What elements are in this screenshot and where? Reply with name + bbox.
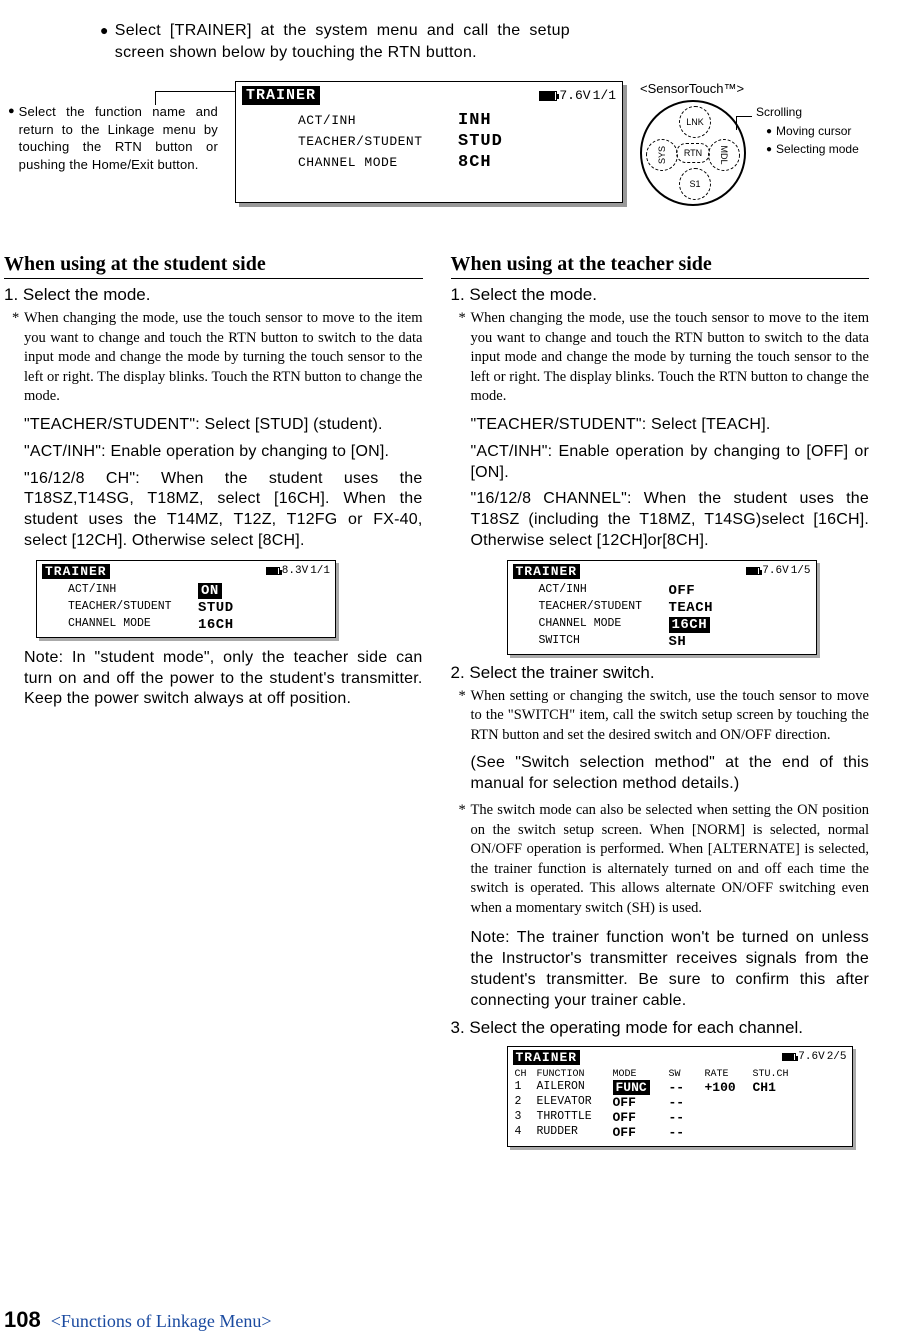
lcd-student-screen: TRAINER 8.3V 1/1 ACT/INHON TEACHER/STUDE… — [36, 560, 336, 638]
lcd-battery: 7.6V 1/1 — [539, 88, 616, 103]
lcd-teacher-screen: TRAINER 7.6V 1/5 ACT/INHOFF TEACHER/STUD… — [507, 560, 817, 655]
sensor-touch-diagram: <SensorTouch™> LNK SYS MDL S1 RTN Scroll… — [640, 81, 880, 206]
table-row: 1 AILERON FUNC -- +100 CH1 — [513, 1080, 847, 1095]
sensor-select-label: Selecting mode — [776, 141, 859, 159]
table-row: 2 ELEVATOR OFF -- — [513, 1095, 847, 1110]
lcd-row-val: TEACH — [669, 600, 714, 616]
lcd-batt-val: 7.6V — [559, 88, 590, 103]
sensor-move-label: Moving cursor — [776, 123, 851, 141]
teacher-step1: 1. Select the mode. — [451, 285, 870, 305]
teacher-note3: *The switch mode can also be selected wh… — [471, 801, 870, 918]
lcd-row-label: ACT/INH — [298, 113, 458, 128]
sensor-scroll-label: Scrolling — [756, 104, 859, 121]
teacher-heading: When using at the teacher side — [451, 253, 870, 279]
teacher-p3: "16/12/8 CHANNEL": When the student uses… — [471, 489, 870, 551]
student-note2: Note: In "student mode", only the teache… — [24, 648, 423, 710]
lcd-page: 1/1 — [310, 565, 330, 577]
lcd-row-val: SH — [669, 634, 687, 650]
lcd-row-val: 8CH — [458, 153, 492, 172]
lcd-title: TRAINER — [42, 564, 110, 579]
lcd-row-label: CHANNEL MODE — [298, 155, 458, 170]
lcd-batt-val: 8.3V — [282, 565, 308, 577]
lcd-row-val: OFF — [669, 583, 696, 599]
lcd-row-label: TEACHER/STUDENT — [298, 134, 458, 149]
teacher-step2: 2. Select the trainer switch. — [451, 663, 870, 683]
battery-icon — [539, 91, 557, 101]
lcd-row-label: ACT/INH — [68, 583, 198, 599]
student-note1: *When changing the mode, use the touch s… — [24, 309, 423, 407]
lcd-row-val: 16CH — [669, 617, 711, 633]
lcd-main-screen: TRAINER 7.6V 1/1 ACT/INHINH TEACHER/STUD… — [235, 81, 623, 203]
student-p2: "ACT/INH": Enable operation by changing … — [24, 442, 423, 463]
teacher-note2: *When setting or changing the switch, us… — [471, 687, 870, 746]
teacher-note4: Note: The trainer function won't be turn… — [471, 928, 870, 1011]
teacher-p4: (See "Switch selection method" at the en… — [471, 753, 870, 795]
page-footer: 108 <Functions of Linkage Menu> — [4, 1307, 272, 1333]
top-instruction: ● Select [TRAINER] at the system menu an… — [100, 20, 570, 63]
sensor-label: <SensorTouch™> — [640, 81, 880, 96]
content-columns: When using at the student side 1. Select… — [0, 253, 869, 1154]
student-p3: "16/12/8 CH": When the student uses the … — [24, 469, 423, 552]
lcd-title: TRAINER — [513, 564, 581, 579]
lcd-row-val: ON — [198, 583, 222, 599]
connector-line — [155, 91, 235, 92]
lcd-channel-table: TRAINER 7.6V 2/5 CH FUNCTION MODE SW RAT… — [507, 1046, 853, 1147]
teacher-step3: 3. Select the operating mode for each ch… — [451, 1018, 870, 1038]
lcd-row-label: TEACHER/STUDENT — [539, 600, 669, 616]
lcd-row-val: STUD — [198, 600, 234, 616]
battery-icon — [782, 1053, 796, 1061]
lcd-row-label: CHANNEL MODE — [539, 617, 669, 633]
section-title: <Functions of Linkage Menu> — [51, 1311, 272, 1332]
table-row: 4 RUDDER OFF -- — [513, 1125, 847, 1140]
lcd-row-label: ACT/INH — [539, 583, 669, 599]
lcd-title: TRAINER — [242, 86, 320, 105]
student-step1: 1. Select the mode. — [4, 285, 423, 305]
teacher-column: When using at the teacher side 1. Select… — [451, 253, 870, 1154]
lcd-page: 1/5 — [791, 565, 811, 577]
top-instruction-text: Select [TRAINER] at the system menu and … — [115, 20, 570, 63]
dial-lnk: LNK — [679, 106, 711, 138]
lcd-page: 1/1 — [593, 88, 616, 103]
lcd-row-val: STUD — [458, 132, 503, 151]
lcd-batt-val: 7.6V — [762, 565, 788, 577]
diagram-row: ● Select the function name and return to… — [0, 81, 869, 231]
bullet-icon: ● — [766, 123, 772, 141]
side-note: ● Select the function name and return to… — [8, 103, 218, 173]
lcd-row-val: INH — [458, 111, 492, 130]
lcd-row-val: 16CH — [198, 617, 234, 633]
side-note-text: Select the function name and return to t… — [19, 103, 218, 173]
dial-circle: LNK SYS MDL S1 RTN — [640, 100, 746, 206]
student-p1: "TEACHER/STUDENT": Select [STUD] (studen… — [24, 415, 423, 436]
teacher-p2: "ACT/INH": Enable operation by changing … — [471, 442, 870, 484]
lcd-row-label: TEACHER/STUDENT — [68, 600, 198, 616]
dial-sys: SYS — [646, 139, 678, 171]
lcd-row-label: CHANNEL MODE — [68, 617, 198, 633]
battery-icon — [266, 567, 280, 575]
bullet-icon: ● — [8, 103, 15, 173]
student-heading: When using at the student side — [4, 253, 423, 279]
page-number: 108 — [4, 1307, 41, 1333]
lcd-row-label: SWITCH — [539, 634, 669, 650]
connector-line — [155, 91, 156, 105]
sensor-legend: Scrolling ●Moving cursor ●Selecting mode — [748, 104, 859, 159]
bullet-icon: ● — [766, 141, 772, 159]
table-header: CH FUNCTION MODE SW RATE STU.CH — [513, 1069, 847, 1080]
student-column: When using at the student side 1. Select… — [4, 253, 423, 1154]
dial-mdl: MDL — [708, 139, 740, 171]
dial-s1: S1 — [679, 168, 711, 200]
lcd-title: TRAINER — [513, 1050, 581, 1065]
bullet-icon: ● — [100, 20, 109, 63]
teacher-note1: *When changing the mode, use the touch s… — [471, 309, 870, 407]
battery-icon — [746, 567, 760, 575]
lcd-batt-val: 7.6V — [798, 1051, 824, 1063]
table-row: 3 THROTTLE OFF -- — [513, 1110, 847, 1125]
teacher-p1: "TEACHER/STUDENT": Select [TEACH]. — [471, 415, 870, 436]
dial-rtn: RTN — [676, 143, 710, 163]
lcd-page: 2/5 — [827, 1051, 847, 1063]
